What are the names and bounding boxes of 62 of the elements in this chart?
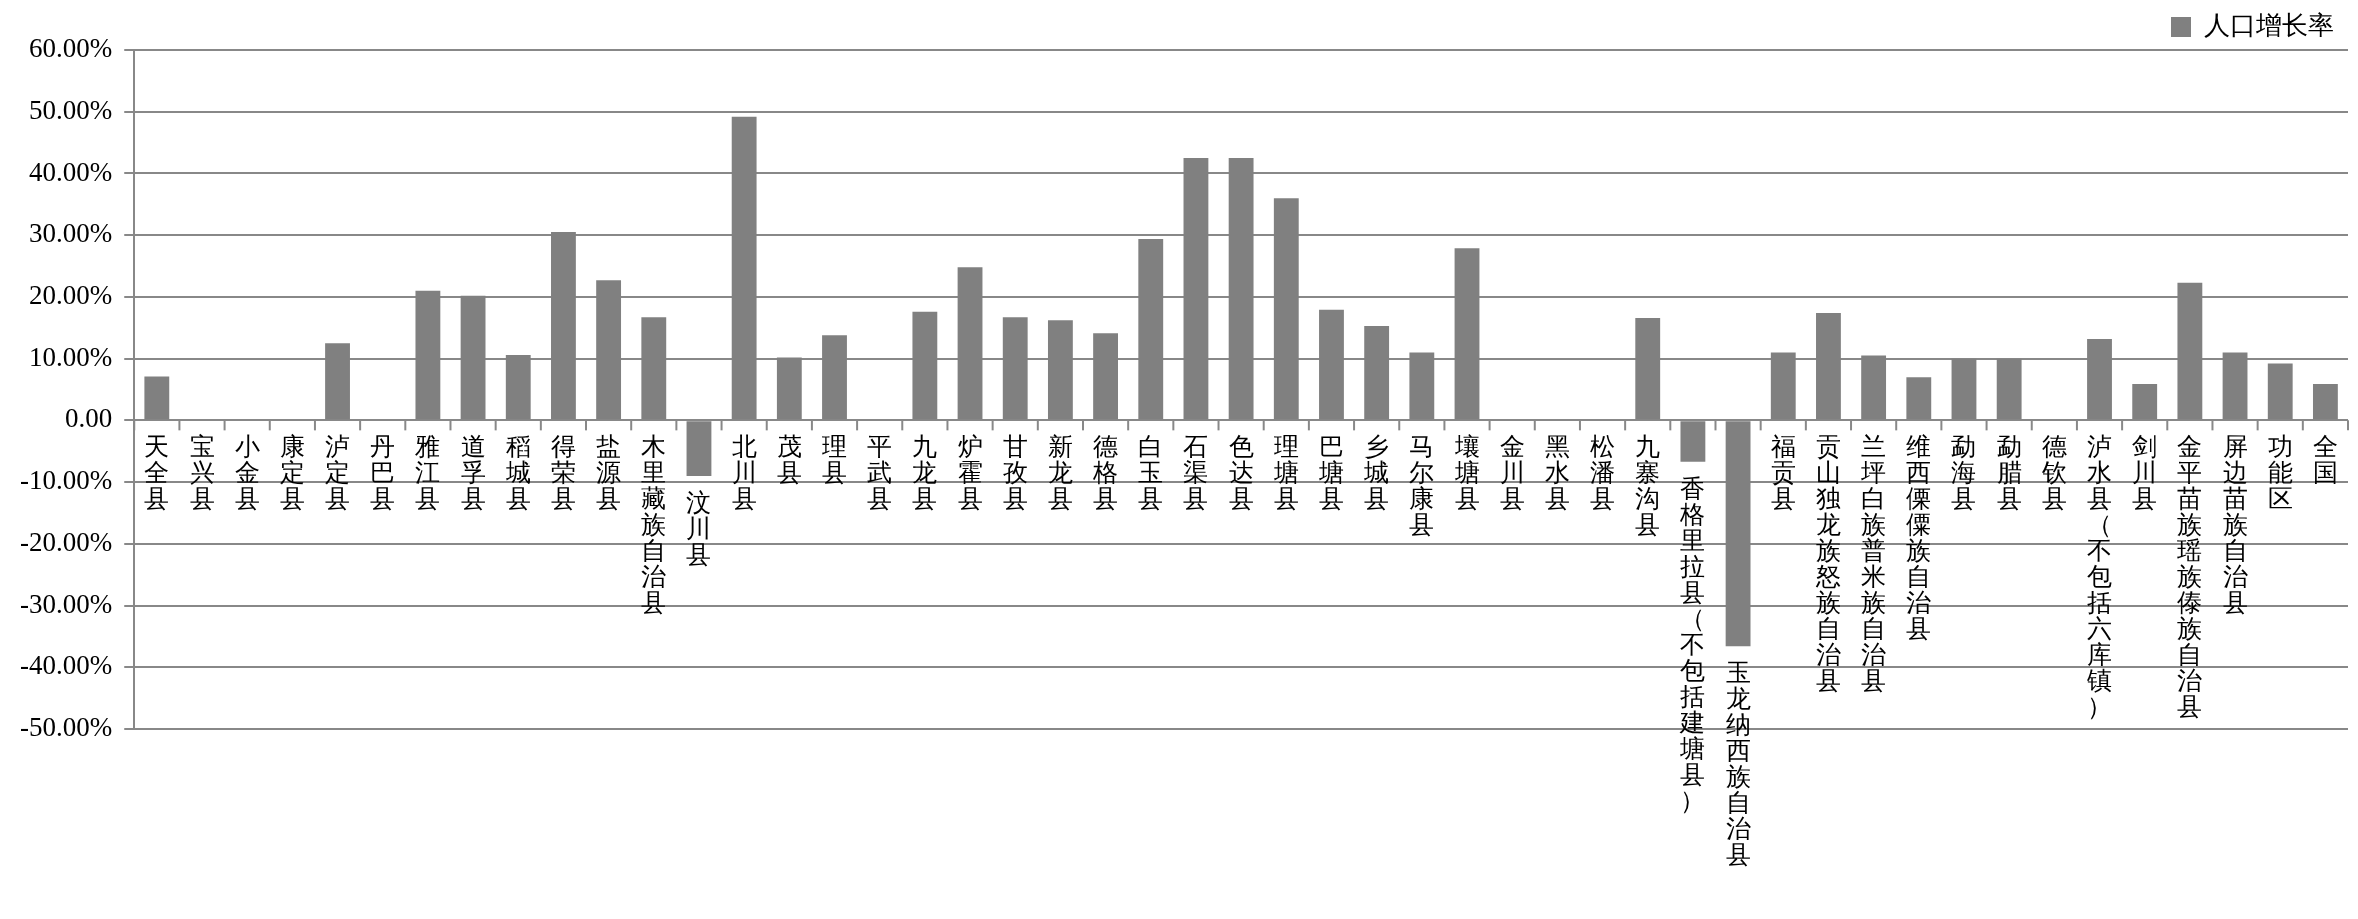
y-tick-label: 0.00	[64, 403, 113, 434]
legend-label: 人口增长率	[2204, 10, 2334, 40]
x-tick-label: 德格县	[1092, 433, 1119, 513]
x-tick-label: 盐源县	[596, 433, 622, 513]
x-tick-label: 巴塘县	[1317, 433, 1344, 513]
x-tick-label: 平武县	[867, 433, 893, 513]
x-tick-label: 全国	[2312, 433, 2338, 487]
x-tick-label: 汶川县	[686, 488, 712, 568]
x-tick-label: 天全县	[144, 433, 170, 513]
x-tick-label: 炉霍县	[957, 433, 983, 513]
x-tick-label: 康定县	[279, 433, 305, 513]
category-label: 兰坪白族普米族自治县	[1861, 433, 1887, 695]
x-tick-label: 雅江县	[415, 433, 441, 513]
x-tick-label: 玉龙纳西族自治县	[1725, 659, 1751, 869]
x-tick-label: 理县	[822, 433, 848, 487]
x-tick-label: 白玉县	[1138, 433, 1164, 513]
x-tick-label: 剑川县	[2132, 433, 2158, 513]
x-tick-label: 壤塘县	[1453, 433, 1480, 513]
x-tick-label: 福贡县	[1770, 433, 1796, 513]
x-tick-label: 道孚县	[460, 433, 486, 513]
y-tick-label: 10.00%	[28, 341, 113, 372]
y-tick-label: -50.00%	[20, 712, 113, 743]
y-tick-label: -40.00%	[20, 650, 113, 681]
x-tick-label: 金川县	[1499, 433, 1525, 513]
x-tick-label: 九寨沟县	[1635, 433, 1661, 539]
x-tick-label: 勐海县	[1951, 433, 1977, 513]
x-tick-label: 维西傈僳族自治县	[1906, 433, 1932, 643]
y-tick-label: 20.00%	[28, 280, 113, 310]
x-tick-label: 勐腊县	[1996, 433, 2022, 513]
y-tick-label: 60.00%	[28, 33, 113, 64]
x-tick-label: 理塘县	[1272, 433, 1299, 513]
x-tick-label: 石渠县	[1183, 433, 1209, 513]
y-tick-label: 50.00%	[28, 94, 113, 125]
x-tick-label: 屏边苗族自治县	[2222, 433, 2248, 617]
category-label: 金平苗族瑶族傣族自治县	[2177, 433, 2203, 721]
x-tick-label: 色达县	[1228, 433, 1254, 513]
y-tick-label: 40.00%	[28, 156, 113, 187]
category-label: 贡山独龙族怒族自治县	[1815, 433, 1841, 695]
x-tick-label: 泸定县	[325, 433, 351, 513]
x-tick-label: 甘孜县	[1002, 433, 1028, 513]
x-tick-label: 黑水县	[1544, 433, 1570, 513]
x-tick-label: 小金县	[234, 433, 260, 513]
x-tick-label: 新龙县	[1047, 433, 1073, 513]
x-tick-label: 松潘县	[1590, 433, 1616, 513]
x-tick-label: 茂县	[776, 433, 802, 487]
x-tick-label: 马尔康县	[1409, 433, 1435, 539]
x-tick-label: 得荣县	[550, 433, 576, 513]
x-tick-label: 德钦县	[2040, 433, 2067, 513]
x-tick-label: 九龙县	[912, 433, 938, 513]
category-label: 香格里拉县（不包括建塘县）	[1680, 474, 1706, 814]
x-tick-label: 乡城县	[1363, 433, 1390, 513]
x-tick-label: 丹巴县	[370, 433, 396, 513]
x-tick-label: 宝兴县	[189, 433, 215, 513]
y-tick-label: -20.00%	[20, 526, 113, 557]
x-tick-label: 木里藏族自治县	[641, 433, 667, 617]
category-label: 泸水县（不包括六库镇）	[2087, 433, 2113, 721]
x-tick-label: 功能区	[2267, 433, 2293, 513]
y-tick-label: -30.00%	[20, 588, 113, 619]
x-tick-label: 稻城县	[504, 433, 531, 513]
y-tick-label: 30.00%	[28, 218, 113, 249]
x-tick-label: 北川县	[731, 433, 757, 513]
y-tick-label: -10.00%	[20, 465, 113, 496]
